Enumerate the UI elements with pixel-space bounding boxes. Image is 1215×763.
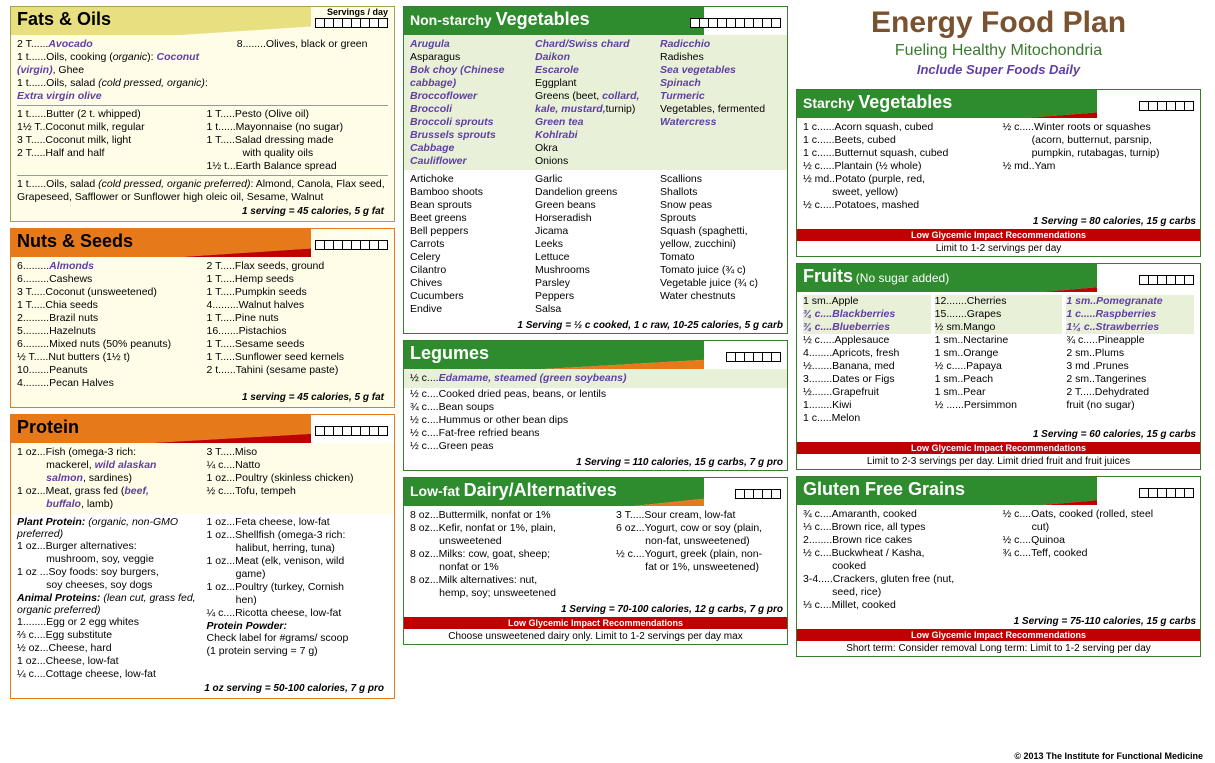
veg-card: Non-starchy Vegetables Servings / day Ar… [403,6,788,334]
grains-card: Gluten Free Grains Servings / day ¾ c...… [796,476,1201,657]
starchy-card: Starchy Vegetables Servings / day 1 c...… [796,89,1201,257]
fats-title: Fats & Oils [17,9,111,29]
legumes-card: Legumes Servings / day ½ c....Edamame, s… [403,340,788,471]
fruits-card: Fruits (No sugar added) Servings / day 1… [796,263,1201,470]
fats-item: 2 T......Avocado [17,38,229,51]
dairy-card: Low-fat Dairy/Alternatives Servings / da… [403,477,788,645]
page-title: Energy Food Plan Fueling Healthy Mitocho… [796,6,1201,77]
copyright: © 2013 The Institute for Functional Medi… [1014,751,1203,761]
protein-card: Protein Servings / day 1 oz...Fish (omeg… [10,414,395,699]
fats-card: Fats & Oils Servings / day 2 T......Avoc… [10,6,395,222]
nuts-card: Nuts & Seeds Servings / day 6.........Al… [10,228,395,408]
servings-boxes [316,18,388,31]
